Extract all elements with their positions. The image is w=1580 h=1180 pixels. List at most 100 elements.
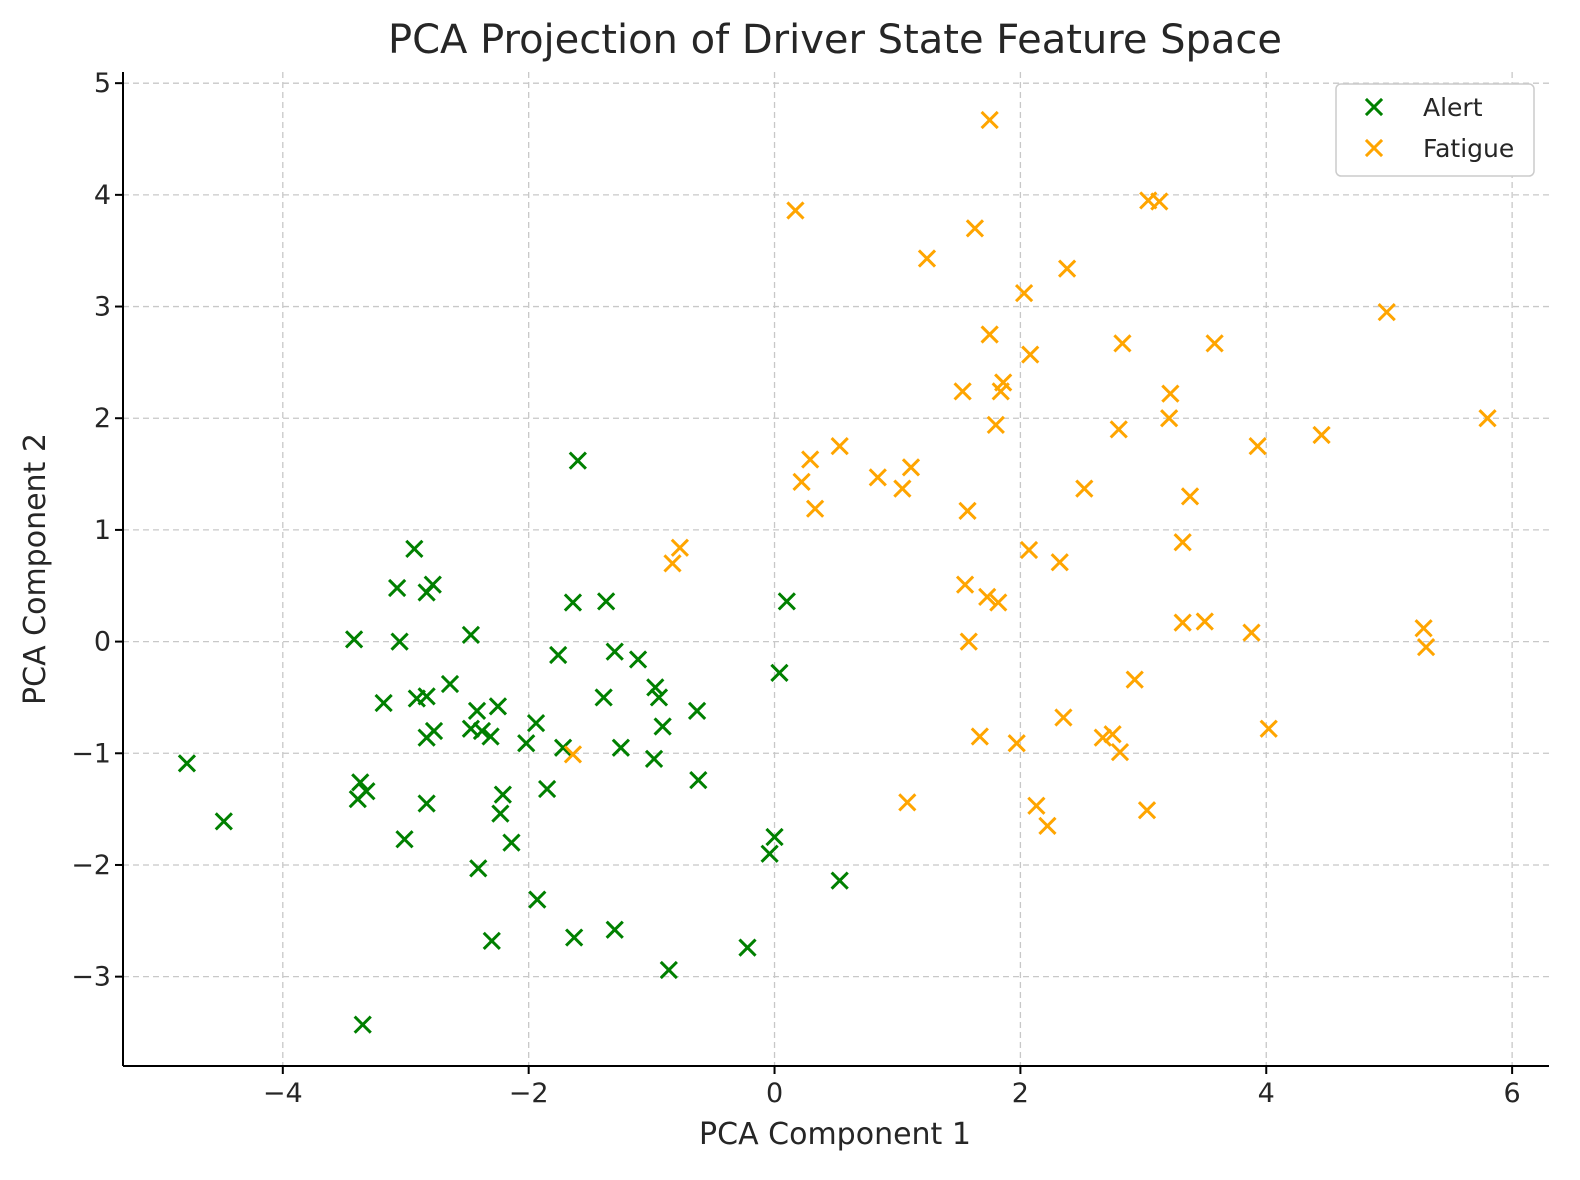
data-point-fatigue [1137,801,1157,820]
data-point-fatigue [792,472,811,492]
data-point-alert [646,678,665,697]
data-point-alert [687,701,707,720]
data-point-alert [537,779,557,799]
data-point-alert [526,714,546,733]
x-axis-label: PCA Component 1 [699,1117,971,1152]
x-tick-label: 4 [1258,1078,1275,1109]
data-point-fatigue [898,793,917,812]
series-fatigue [563,110,1497,835]
data-point-alert [659,960,678,980]
data-point-alert [644,749,664,768]
data-point-fatigue [1054,708,1073,727]
data-point-fatigue [1109,420,1128,439]
data-point-fatigue [670,538,689,557]
data-point-fatigue [958,501,977,521]
data-point-alert [760,844,779,863]
legend-item-alert: Alert [1364,93,1483,122]
data-point-fatigue [955,575,975,594]
data-point-fatigue [989,593,1008,612]
x-tick-label: −2 [509,1078,549,1109]
series-alert [177,451,849,1034]
data-point-alert [549,645,568,665]
data-point-fatigue [965,219,985,238]
data-point-fatigue [1195,612,1214,631]
data-point-alert [770,663,789,682]
data-point-alert [469,859,488,878]
data-point-alert [424,721,444,741]
data-point-alert [351,773,370,792]
data-point-alert [405,539,424,559]
data-point-alert [689,770,708,790]
legend-x-marker-alert [1364,97,1384,117]
y-tick-label: 4 [94,180,111,211]
data-point-fatigue [1248,437,1267,456]
data-point-alert [553,738,573,757]
legend: Alert Fatigue [1335,83,1535,177]
data-point-fatigue [1103,725,1122,744]
data-point-alert [177,754,197,773]
data-point-fatigue [1050,553,1069,572]
data-point-fatigue [1007,734,1026,753]
data-point-alert [491,804,510,823]
data-point-fatigue [1125,670,1144,689]
data-point-alert [390,632,409,651]
data-point-alert [493,785,512,804]
x-tick-label: 6 [1504,1078,1521,1109]
data-point-alert [563,593,583,612]
data-point-fatigue [1160,409,1179,428]
legend-label-alert: Alert [1423,93,1483,122]
data-point-alert [605,642,624,661]
data-point-fatigue [970,727,989,746]
data-point-fatigue [1416,638,1436,657]
data-point-alert [388,578,407,598]
data-point-alert [594,688,613,707]
data-point-alert [417,687,436,706]
y-tick-label: 0 [94,627,111,658]
data-point-alert [353,1015,372,1034]
data-point-alert [628,650,648,669]
data-point-fatigue [1019,540,1039,560]
data-point-alert [423,575,442,594]
data-point-alert [357,782,376,801]
data-point-alert [481,727,500,746]
data-point-fatigue [959,632,978,651]
data-point-fatigue [1180,487,1200,506]
data-point-fatigue [1205,334,1224,353]
data-point-fatigue [1093,728,1112,747]
y-tick-label: −1 [71,738,111,769]
data-point-alert [765,827,784,847]
data-point-fatigue [786,201,805,220]
data-point-fatigue [805,499,825,518]
data-point-fatigue [1075,479,1094,498]
data-point-alert [649,688,669,707]
data-point-fatigue [1259,719,1278,738]
data-point-fatigue [980,325,999,344]
data-point-fatigue [1377,303,1396,322]
data-point-fatigue [1021,345,1040,364]
ticks: −4 −2 0 2 4 6 −3 −2 −1 0 1 2 3 4 5 [71,68,1521,1109]
data-point-fatigue [991,382,1010,401]
data-point-alert [596,592,616,611]
data-point-fatigue [1312,425,1331,445]
legend-item-fatigue: Fatigue [1364,134,1514,163]
legend-marker-alert [1364,97,1384,117]
data-point-fatigue [1038,816,1057,835]
data-point-alert [461,625,481,645]
legend-marker-fatigue [1364,138,1384,158]
data-point-alert [214,812,233,831]
data-point-alert [528,890,547,909]
x-tick-label: 2 [1012,1078,1029,1109]
data-point-fatigue [1110,743,1130,762]
legend-x-marker-fatigue [1364,138,1384,158]
data-point-fatigue [1057,259,1077,278]
data-point-alert [440,674,460,694]
data-point-fatigue [980,110,999,130]
data-points [177,110,1497,1034]
data-point-alert [738,938,757,957]
data-point-fatigue [978,587,997,607]
data-point-alert [605,920,624,939]
data-point-alert [777,592,796,611]
data-point-fatigue [1113,334,1132,353]
